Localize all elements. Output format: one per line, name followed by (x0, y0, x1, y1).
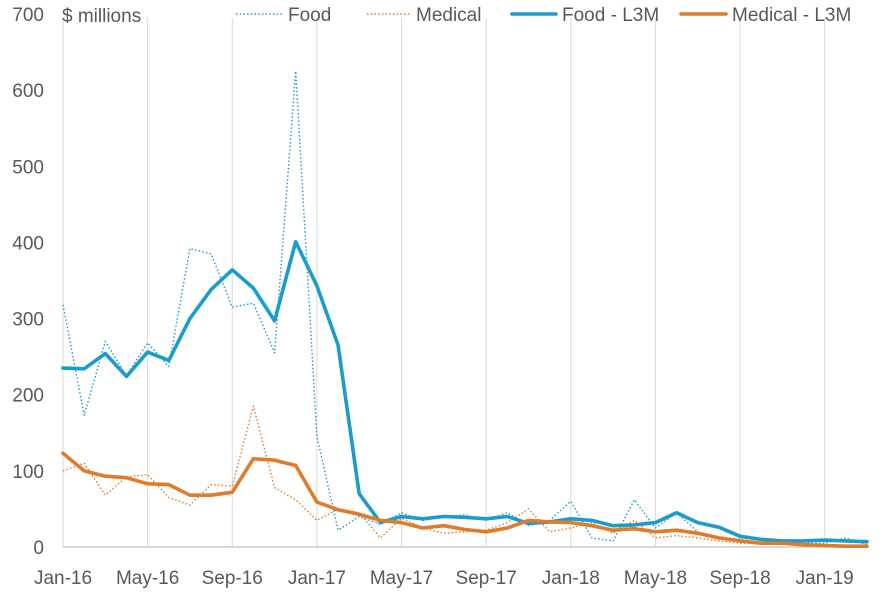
series-line-food-l3m (61, 239, 869, 544)
legend-label: Food - L3M (562, 5, 659, 26)
x-tick-label: May-18 (624, 568, 687, 589)
x-tick-label: Jan-17 (288, 568, 346, 589)
series-line-medical (62, 405, 867, 547)
x-tick-label: Jan-19 (796, 568, 854, 589)
x-tick-label: May-17 (370, 568, 433, 589)
y-tick-label: 300 (12, 310, 44, 331)
legend-label: Food (288, 5, 331, 26)
legend-label: Medical - L3M (732, 5, 851, 26)
y-tick-label: 700 (12, 5, 44, 26)
y-tick-label: 400 (12, 233, 44, 254)
x-tick-label: Jan-18 (542, 568, 600, 589)
series-lines (61, 70, 869, 549)
x-tick-label: May-16 (116, 568, 179, 589)
unit-label: $ millions (62, 6, 141, 27)
y-tick-label: 500 (12, 157, 44, 178)
legend: Food Medical Food - L3M Medical - L3M (236, 5, 851, 26)
gridlines (62, 18, 826, 547)
series-line-medical-l3m (61, 451, 869, 549)
legend-label: Medical (416, 5, 481, 26)
series-line-food (62, 70, 868, 546)
x-tick-label: Sep-17 (456, 568, 517, 589)
x-tick-label: Sep-16 (202, 568, 263, 589)
x-tick-label: Sep-18 (709, 568, 770, 589)
y-tick-label: 0 (33, 538, 44, 559)
axes: Jan-16 May-16 Sep-16 Jan-17 May-17 Sep-17 Jan-… (12, 5, 867, 589)
y-tick-label: 200 (12, 386, 44, 407)
y-tick-label: 600 (12, 81, 44, 102)
y-tick-label: 100 (12, 462, 44, 483)
x-tick-label: Jan-16 (34, 568, 92, 589)
